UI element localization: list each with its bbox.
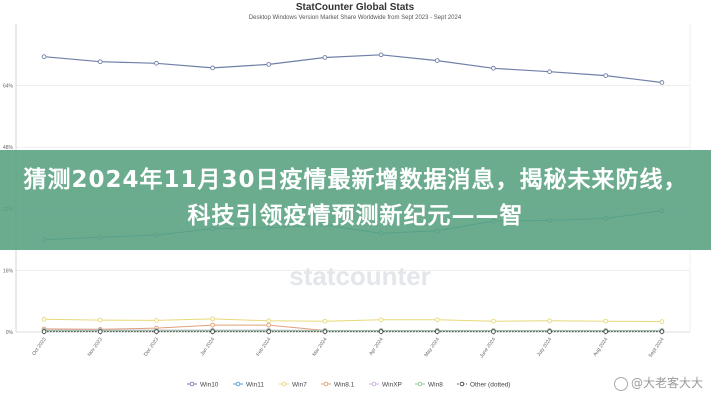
data-point-win10[interactable] bbox=[154, 60, 159, 66]
legend-marker-win8 bbox=[417, 381, 423, 387]
data-point-win7[interactable] bbox=[154, 318, 159, 323]
legend-label-other[interactable]: Other (dotted) bbox=[470, 381, 510, 388]
headline-banner: 猜测2024年11月30日疫情最新增数据消息，揭秘未来防线，科技引领疫情预测新纪… bbox=[0, 150, 711, 250]
x-tick-label: July 2024 bbox=[536, 337, 553, 358]
data-point-other[interactable] bbox=[603, 329, 609, 334]
x-tick-label: May 2024 bbox=[423, 337, 441, 359]
data-point-win10[interactable] bbox=[603, 73, 609, 78]
legend-marker-winxp bbox=[371, 381, 377, 387]
x-axis-ticks: Oct 2023 Nov 2023 Dec 2023 Jan 2024 Feb 2024… bbox=[31, 332, 666, 359]
y-tick-label: 64% bbox=[3, 84, 14, 90]
data-point-other[interactable] bbox=[491, 329, 496, 334]
chart-watermark: statcounter bbox=[289, 261, 431, 291]
legend-marker-other bbox=[459, 381, 465, 387]
data-point-win8-1[interactable] bbox=[266, 322, 272, 328]
x-tick-label: Aug 2024 bbox=[592, 337, 609, 358]
data-point-win7[interactable] bbox=[434, 317, 440, 323]
credit-text: @大老客大大 bbox=[630, 376, 703, 390]
legend-marker-win10 bbox=[189, 381, 195, 387]
x-tick-label: Mar 2024 bbox=[312, 337, 329, 358]
legend-label-win8[interactable]: Win8 bbox=[428, 381, 443, 388]
data-point-win7[interactable] bbox=[41, 316, 47, 322]
data-point-win10[interactable] bbox=[97, 59, 103, 65]
legend-label-win10[interactable]: Win10 bbox=[200, 381, 219, 388]
x-tick-label: Sept 2024 bbox=[648, 337, 666, 359]
y-tick-label: 48% bbox=[3, 145, 14, 151]
data-point-other[interactable] bbox=[659, 329, 665, 334]
legend-marker-win8-1 bbox=[323, 381, 329, 387]
legend-label-win11[interactable]: Win11 bbox=[246, 381, 264, 388]
data-point-win10[interactable] bbox=[491, 65, 496, 71]
weibo-logo-icon bbox=[613, 376, 628, 391]
data-point-other[interactable] bbox=[154, 329, 159, 334]
data-point-other[interactable] bbox=[97, 329, 103, 334]
data-point-win7[interactable] bbox=[659, 319, 665, 324]
series-line-win10 bbox=[44, 54, 662, 84]
data-point-win10[interactable] bbox=[322, 55, 328, 60]
x-tick-label: Feb 2024 bbox=[255, 337, 272, 358]
data-point-win10[interactable] bbox=[659, 80, 665, 85]
legend: Win10 Win11 Win7 Win8.1 WinXP Win8 Other (dott… bbox=[187, 381, 510, 388]
data-point-other[interactable] bbox=[266, 329, 272, 334]
x-tick-label: Nov 2023 bbox=[87, 337, 104, 358]
x-tick-label: Dec 2023 bbox=[143, 337, 160, 358]
data-point-win10[interactable] bbox=[41, 54, 47, 60]
data-point-other[interactable] bbox=[378, 329, 384, 334]
data-point-win7[interactable] bbox=[491, 318, 496, 324]
data-point-win7[interactable] bbox=[210, 316, 215, 322]
data-point-other[interactable] bbox=[322, 329, 328, 334]
legend-label-winxp[interactable]: WinXP bbox=[382, 381, 402, 388]
data-point-win10[interactable] bbox=[434, 58, 440, 63]
data-point-win7[interactable] bbox=[266, 318, 272, 324]
data-point-win7[interactable] bbox=[547, 318, 552, 324]
legend-label-win8-1[interactable]: Win8.1 bbox=[334, 381, 355, 388]
legend-label-win7[interactable]: Win7 bbox=[292, 381, 307, 388]
series-line-win7 bbox=[44, 318, 662, 323]
data-point-other[interactable] bbox=[547, 329, 552, 334]
x-tick-label: Jan 2024 bbox=[200, 337, 217, 357]
data-point-win7[interactable] bbox=[322, 318, 328, 324]
data-point-other[interactable] bbox=[210, 329, 215, 334]
y-tick-label: 16% bbox=[3, 268, 14, 274]
legend-marker-win7 bbox=[281, 381, 287, 387]
x-tick-label: Apr 2024 bbox=[368, 337, 385, 357]
data-point-other[interactable] bbox=[434, 329, 440, 334]
legend-marker-win11 bbox=[235, 381, 241, 387]
series-layer bbox=[41, 52, 665, 334]
data-point-win10[interactable] bbox=[378, 52, 384, 58]
headline-text: 猜测2024年11月30日疫情最新增数据消息，揭秘未来防线，科技引领疫情预测新纪… bbox=[23, 167, 688, 229]
credit-watermark: @大老客大大 bbox=[613, 374, 703, 391]
data-point-win7[interactable] bbox=[603, 318, 609, 324]
data-point-win10[interactable] bbox=[266, 62, 272, 67]
data-point-win10[interactable] bbox=[210, 65, 215, 71]
x-tick-label: Oct 2023 bbox=[31, 337, 48, 357]
data-point-win7[interactable] bbox=[378, 317, 384, 323]
data-point-win7[interactable] bbox=[97, 317, 103, 323]
data-point-win8-1[interactable] bbox=[210, 322, 215, 328]
data-point-other[interactable] bbox=[41, 329, 47, 334]
chart-title: StatCounter Global Stats bbox=[296, 2, 415, 13]
x-tick-label: June 2024 bbox=[479, 337, 497, 360]
chart-subtitle: Desktop Windows Version Market Share Wor… bbox=[249, 15, 462, 21]
y-tick-label: 0% bbox=[6, 330, 14, 336]
data-point-win10[interactable] bbox=[547, 69, 552, 75]
